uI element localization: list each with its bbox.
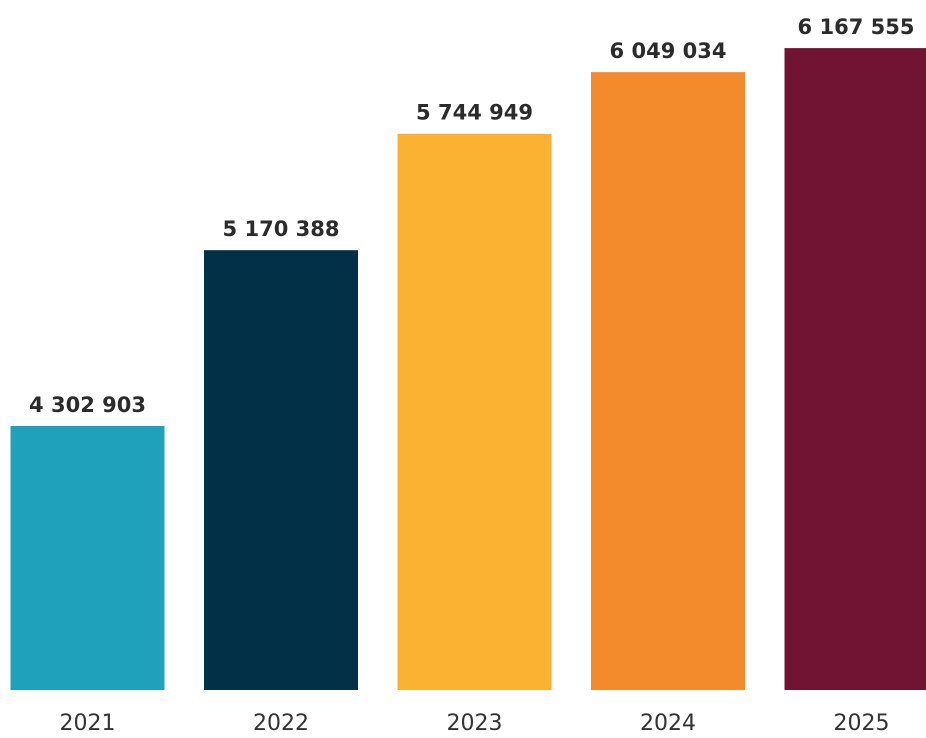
bar (591, 72, 745, 690)
value-label: 5 170 388 (223, 217, 340, 241)
x-tick-label: 2021 (60, 711, 116, 736)
x-tick-label: 2025 (834, 711, 890, 736)
value-label: 6 167 555 (798, 15, 915, 39)
bar (10, 425, 165, 690)
value-label: 6 049 034 (610, 39, 727, 63)
x-tick-label: 2022 (253, 711, 309, 736)
bar (784, 48, 926, 690)
bar (204, 250, 358, 691)
x-tick-label: 2023 (447, 711, 503, 736)
value-label: 4 302 903 (29, 393, 146, 417)
value-label: 5 744 949 (416, 101, 533, 125)
x-tick-label: 2024 (640, 711, 696, 736)
bar (397, 133, 552, 691)
